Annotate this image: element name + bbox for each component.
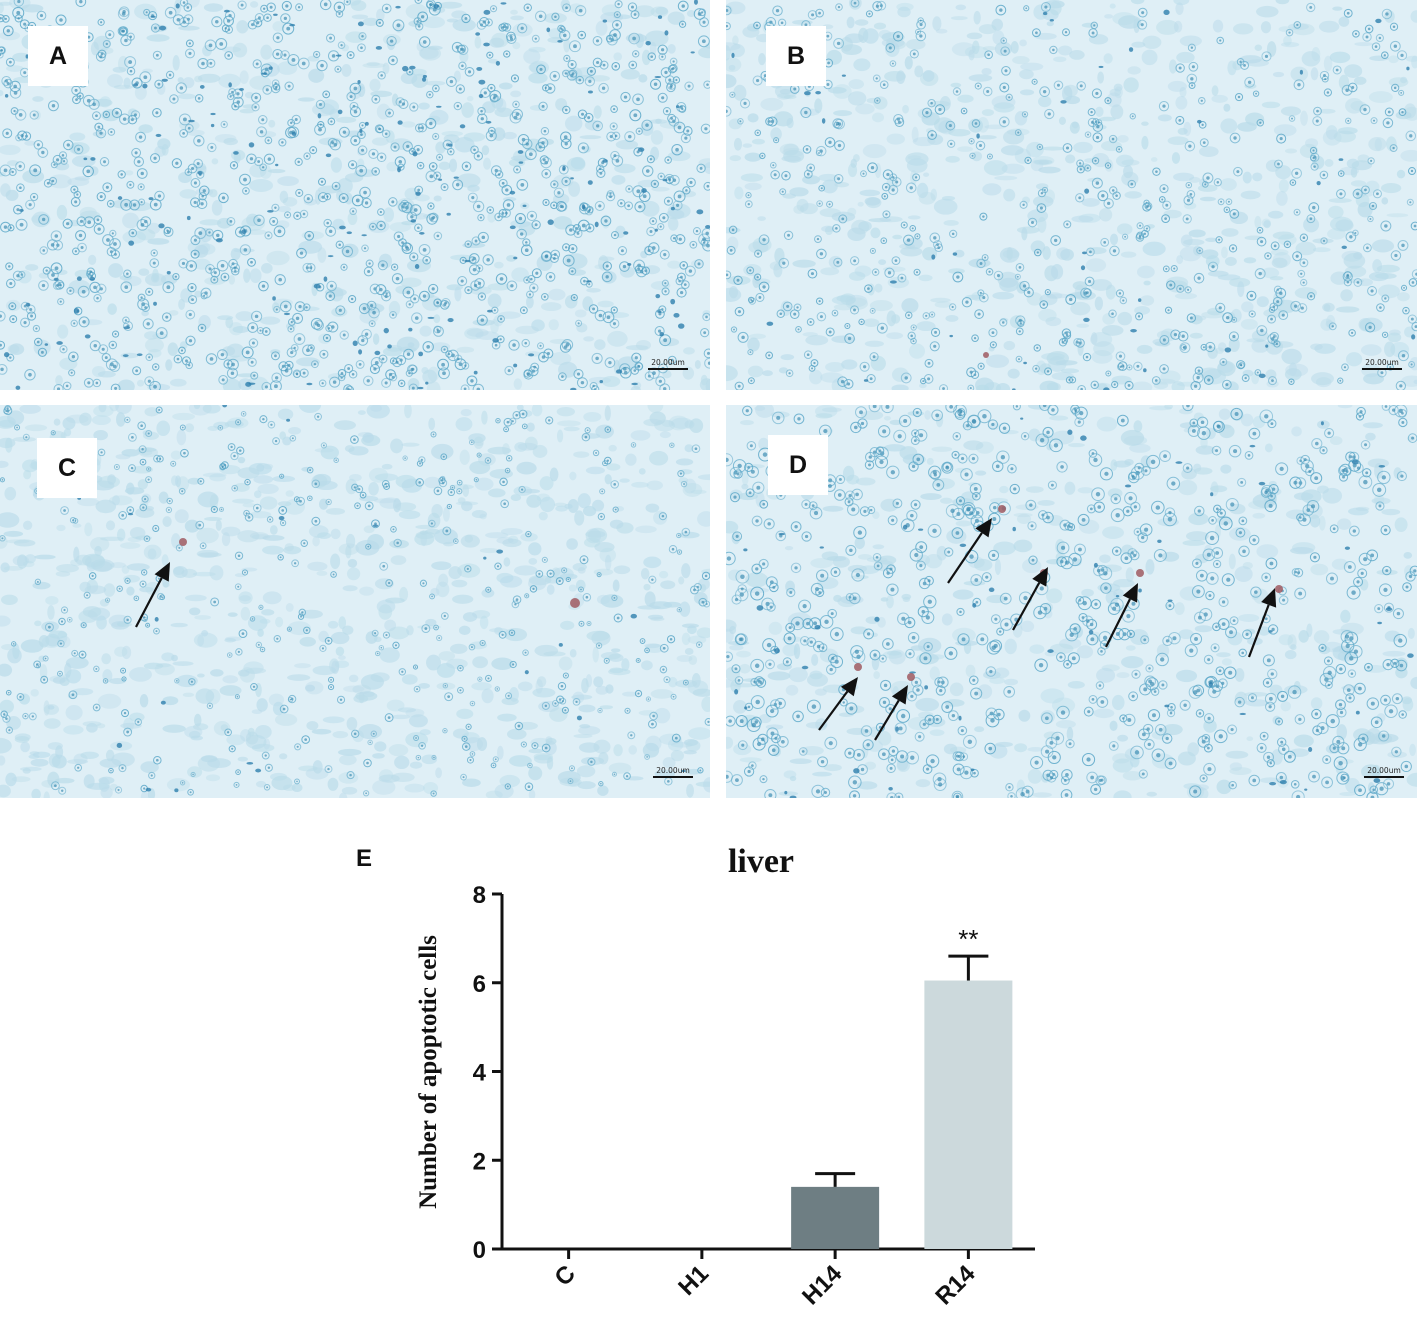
y-tick-label: 0 (473, 1237, 486, 1264)
y-tick-label: 2 (473, 1148, 486, 1175)
y-axis-label: Number of apoptotic cells (415, 935, 442, 1209)
bar-h14 (791, 1186, 880, 1249)
tissue-background (726, 0, 1417, 390)
panel-d: D 20.00um (726, 405, 1417, 798)
arrow-icon (947, 518, 992, 584)
y-tick-label: 8 (473, 882, 486, 909)
cell-texture (726, 405, 1417, 798)
x-tick-label: C (550, 1260, 581, 1291)
scale-label-c: 20.00um (656, 766, 690, 775)
scale-label-d: 20.00um (1367, 766, 1401, 775)
cell-texture (726, 0, 1417, 390)
panel-c: C 20.00um (0, 405, 710, 798)
micrograph-d (726, 405, 1417, 798)
panel-label-a: A (28, 26, 88, 86)
scale-label-a: 20.00um (651, 358, 685, 367)
micrograph-c (0, 405, 710, 798)
x-tick-label: H14 (797, 1260, 848, 1311)
y-tick-label: 4 (473, 1060, 487, 1087)
arrow-icon (874, 685, 908, 741)
panel-label-c: C (37, 438, 97, 498)
plot-area: 0 2 4 6 8 C H1 H14 ** R14 (473, 882, 1035, 1310)
arrow-icon (1105, 583, 1138, 648)
panel-b: B 20.00um (726, 0, 1417, 390)
arrow-icon (1247, 588, 1277, 658)
chart-title: liver (728, 843, 794, 880)
panel-a: A 20.00um (0, 0, 710, 390)
x-tick-label: R14 (930, 1260, 981, 1311)
arrow-icon (135, 562, 170, 628)
panel-label-e: E (356, 845, 372, 872)
panel-label-b: B (766, 26, 826, 86)
y-tick-label: 6 (473, 971, 486, 998)
scale-bar-c (653, 776, 693, 778)
panel-label-d: D (768, 435, 828, 495)
scale-bar-a (648, 368, 688, 370)
tissue-background (0, 0, 710, 390)
chart-e: E liver Number of apoptotic cells 0 2 4 6 8 C… (356, 843, 1035, 1310)
cell-texture (0, 405, 710, 798)
arrow-icon (1012, 567, 1048, 631)
significance-label: ** (958, 924, 978, 954)
arrow-icon (818, 677, 858, 731)
micrograph-a (0, 0, 710, 390)
bar-r14 (924, 980, 1013, 1249)
scale-bar-b (1362, 368, 1402, 370)
scale-bar-d (1364, 776, 1404, 778)
scale-label-b: 20.00um (1365, 358, 1399, 367)
x-tick-label: H1 (673, 1260, 714, 1301)
micrograph-b (726, 0, 1417, 390)
